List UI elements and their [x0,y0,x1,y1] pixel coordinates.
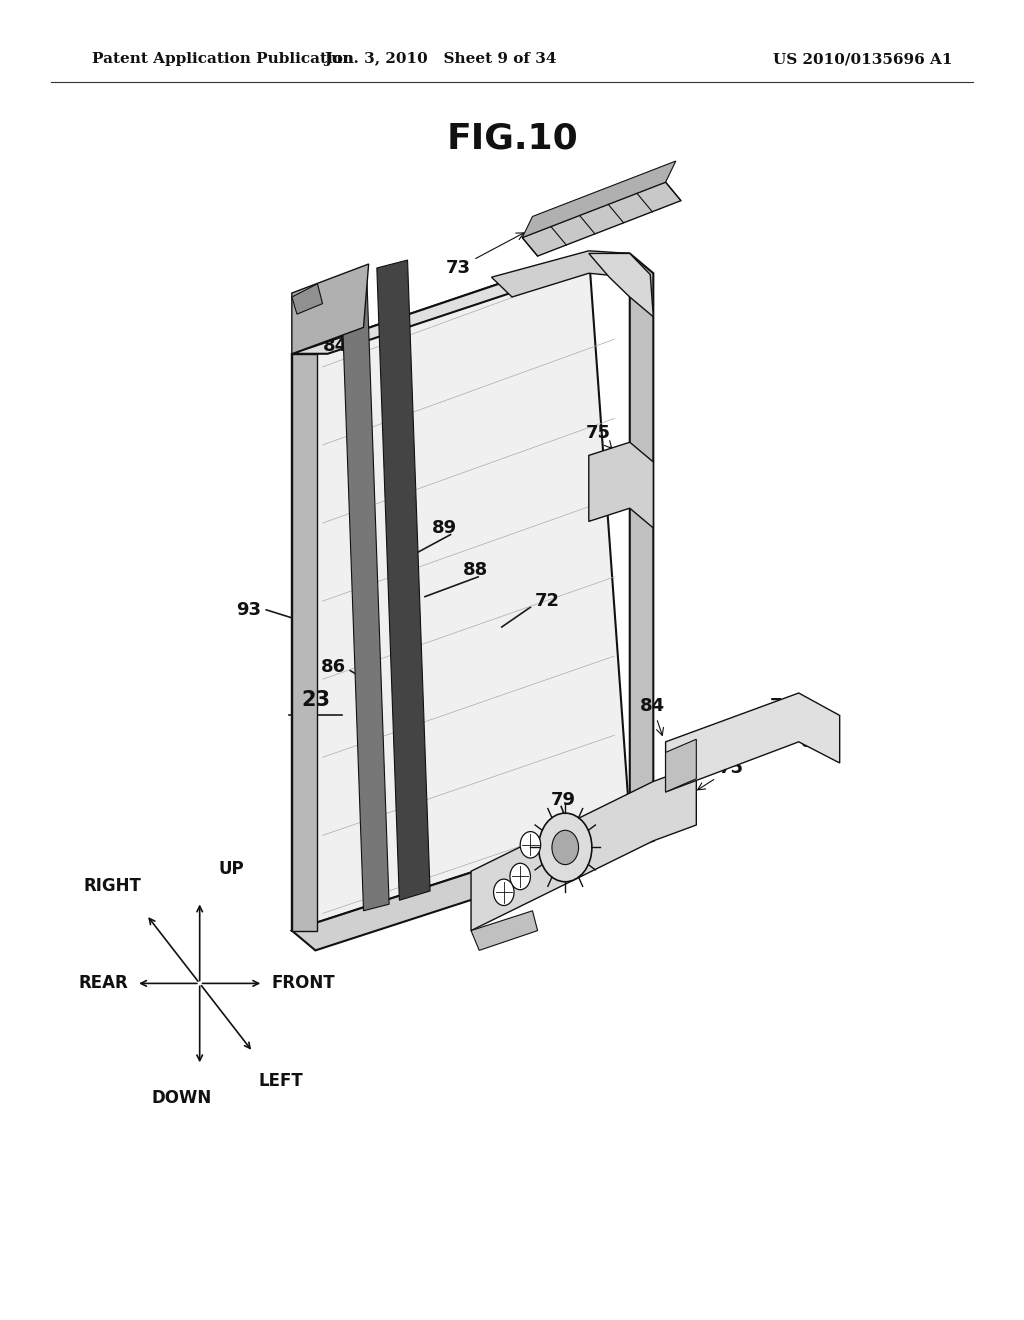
Text: 72: 72 [535,591,559,610]
Polygon shape [292,284,323,314]
Text: 93: 93 [237,601,261,619]
Polygon shape [341,271,389,911]
Text: 85: 85 [571,846,597,865]
Text: 88: 88 [463,561,488,579]
Circle shape [520,832,541,858]
Text: 75: 75 [697,759,743,789]
Text: RIGHT: RIGHT [83,876,141,895]
Text: DOWN: DOWN [152,1089,211,1107]
Text: 75: 75 [586,424,611,449]
Text: REAR: REAR [78,974,128,993]
Polygon shape [292,253,630,354]
Polygon shape [630,253,653,841]
Polygon shape [666,739,696,792]
Polygon shape [292,253,630,931]
Text: 86: 86 [321,657,346,676]
Polygon shape [292,821,653,950]
Circle shape [539,813,592,882]
Text: Jun. 3, 2010   Sheet 9 of 34: Jun. 3, 2010 Sheet 9 of 34 [324,53,557,66]
Text: 79: 79 [551,791,575,809]
Text: LEFT: LEFT [258,1072,303,1090]
Circle shape [510,863,530,890]
Text: US 2010/0135696 A1: US 2010/0135696 A1 [773,53,952,66]
Polygon shape [666,693,840,792]
Polygon shape [589,442,653,528]
Text: UP: UP [218,859,244,878]
Polygon shape [589,253,653,317]
Polygon shape [522,182,681,256]
Text: 73: 73 [445,232,524,277]
Polygon shape [292,354,317,931]
Polygon shape [492,251,630,297]
Text: 84: 84 [310,326,348,355]
Text: 89: 89 [432,519,458,537]
Text: 23: 23 [301,689,330,710]
Text: FIG.10: FIG.10 [446,121,578,156]
Text: 84: 84 [640,697,666,735]
Text: FRONT: FRONT [271,974,335,993]
Text: 71: 71 [739,697,795,727]
Text: 84: 84 [780,733,826,751]
Polygon shape [471,911,538,950]
Text: 78: 78 [507,867,532,886]
Circle shape [552,830,579,865]
Polygon shape [522,161,676,238]
Polygon shape [471,766,696,931]
Polygon shape [377,260,430,900]
Text: 27: 27 [530,867,555,886]
Text: 74: 74 [623,812,647,830]
Text: 71: 71 [615,178,668,210]
Text: 79: 79 [483,867,508,886]
Text: Patent Application Publication: Patent Application Publication [92,53,354,66]
Circle shape [494,879,514,906]
Polygon shape [292,264,369,354]
